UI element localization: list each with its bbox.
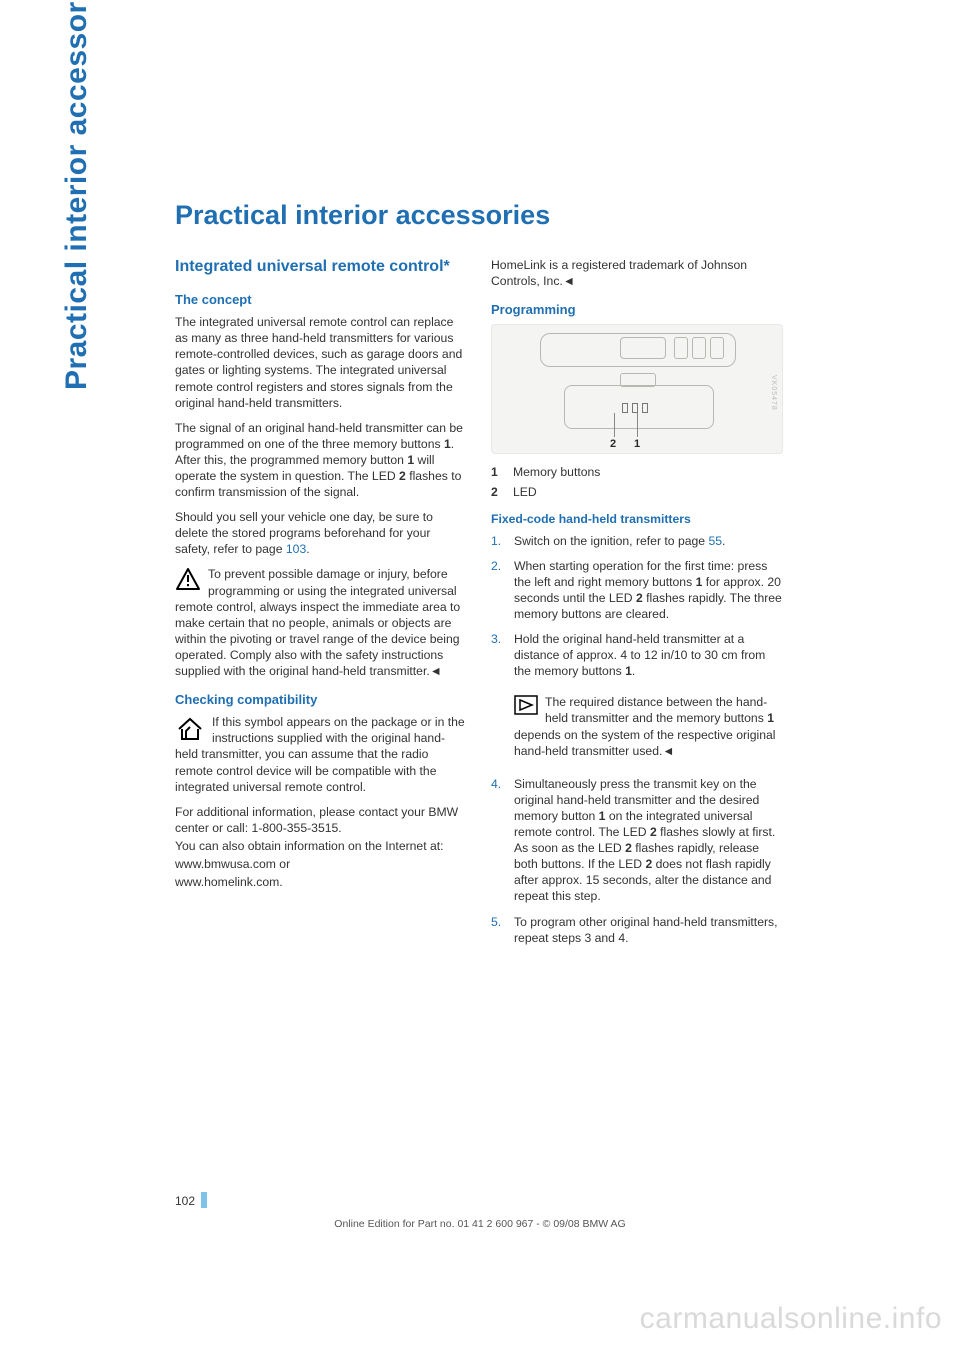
concept-paragraph-2: The signal of an original hand-held tran… (175, 420, 467, 500)
figure-id: VK05478 (769, 375, 778, 411)
end-mark-icon: ◄ (563, 273, 575, 289)
compat-url-1: www.bmwusa.com or (175, 856, 467, 872)
page-title: Practical interior accessories (175, 200, 785, 231)
warning-paragraph: To prevent possible damage or injury, be… (175, 566, 467, 679)
sidebar-chapter-label: Practical interior accessories (60, 0, 94, 390)
step-1: 1. Switch on the ignition, refer to page… (491, 533, 783, 549)
legend-row-2: 2 LED (491, 484, 783, 500)
subheading-concept: The concept (175, 291, 467, 308)
steps-list: 1. Switch on the ignition, refer to page… (491, 533, 783, 946)
step-3: 3. Hold the original hand-held transmitt… (491, 631, 783, 679)
column-right: HomeLink is a registered trademark of Jo… (491, 257, 783, 955)
step-note: The required distance between the hand-h… (491, 688, 783, 766)
subheading-programming: Programming (491, 301, 783, 318)
footer-text: Online Edition for Part no. 01 41 2 600 … (0, 1218, 960, 1230)
figure-callout-2: 2 (610, 437, 616, 452)
subheading-fixed-code: Fixed-code hand-held transmitters (491, 511, 783, 527)
homelink-house-icon (175, 715, 205, 743)
page-number-bar-icon (201, 1192, 207, 1208)
figure-callout-1: 1 (634, 437, 640, 452)
step-5: 5. To program other original hand-held t… (491, 914, 783, 946)
page-ref-55[interactable]: 55 (708, 534, 722, 548)
two-column-layout: Integrated universal remote control* The… (175, 257, 785, 955)
legend-label: Memory buttons (513, 464, 600, 480)
legend-row-1: 1 Memory buttons (491, 464, 783, 480)
content-area: Practical interior accessories Integrate… (175, 200, 785, 955)
concept-paragraph-1: The integrated universal remote control … (175, 314, 467, 411)
subheading-compatibility: Checking compatibility (175, 691, 467, 708)
page-number: 102 (175, 1192, 207, 1208)
programming-figure: 2 1 VK05478 (491, 324, 783, 454)
end-mark-icon: ◄ (662, 743, 674, 759)
section-heading-remote: Integrated universal remote control* (175, 257, 467, 277)
legend-label: LED (513, 484, 537, 500)
warning-icon (175, 567, 201, 591)
step-4: 4. Simultaneously press the transmit key… (491, 776, 783, 905)
compat-paragraph-3: You can also obtain information on the I… (175, 838, 467, 854)
compat-paragraph-1: If this symbol appears on the package or… (175, 714, 467, 794)
compat-paragraph-2: For additional information, please conta… (175, 804, 467, 836)
column-left: Integrated universal remote control* The… (175, 257, 467, 955)
compat-url-2: www.homelink.com. (175, 874, 467, 890)
concept-paragraph-3: Should you sell your vehicle one day, be… (175, 509, 467, 557)
page-ref-103[interactable]: 103 (286, 542, 306, 556)
note-triangle-icon (514, 695, 538, 715)
trademark-note: HomeLink is a registered trademark of Jo… (491, 257, 783, 289)
watermark: carmanualsonline.info (640, 1302, 942, 1336)
end-mark-icon: ◄ (430, 663, 442, 679)
step-2: 2. When starting operation for the first… (491, 558, 783, 622)
page-root: Practical interior accessories Practical… (0, 0, 960, 1358)
